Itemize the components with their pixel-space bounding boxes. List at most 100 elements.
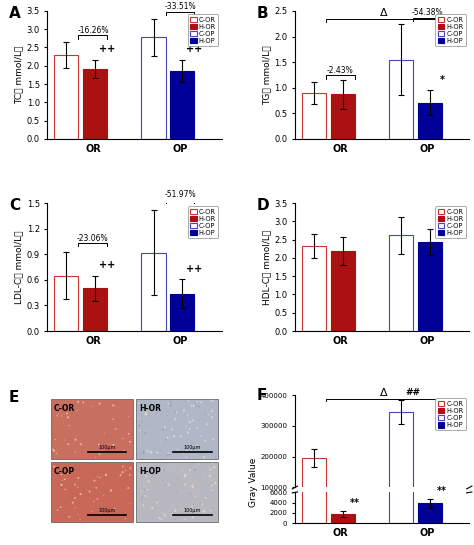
- Point: [61, 435, 69, 444]
- Point: [168, 422, 175, 431]
- Point: [140, 449, 147, 457]
- Text: ++: ++: [186, 45, 202, 55]
- Point: [209, 504, 217, 512]
- Text: E: E: [9, 390, 19, 405]
- Point: [79, 398, 87, 407]
- Point: [143, 472, 150, 481]
- Bar: [302, 458, 326, 518]
- Point: [185, 413, 192, 422]
- Point: [208, 407, 216, 415]
- Point: [161, 511, 168, 520]
- Point: [167, 401, 175, 410]
- Point: [191, 462, 199, 471]
- Point: [54, 506, 62, 514]
- Point: [88, 402, 95, 410]
- Point: [189, 483, 196, 492]
- Point: [89, 509, 96, 518]
- Point: [71, 494, 79, 502]
- Point: [188, 401, 195, 410]
- Point: [189, 513, 197, 522]
- Point: [91, 476, 98, 485]
- Point: [64, 440, 72, 449]
- Text: C-OP: C-OP: [54, 467, 74, 476]
- Point: [83, 422, 91, 431]
- Text: H-OR: H-OR: [139, 404, 161, 413]
- Point: [56, 423, 64, 432]
- Text: ++: ++: [99, 261, 115, 270]
- Point: [64, 430, 72, 439]
- Point: [85, 401, 92, 410]
- Bar: [54, 276, 79, 331]
- Point: [78, 404, 86, 413]
- Point: [162, 481, 170, 489]
- Point: [62, 444, 70, 453]
- Point: [96, 402, 104, 411]
- Y-axis label: LDL-C（ mmol/L）: LDL-C（ mmol/L）: [15, 231, 24, 304]
- Point: [96, 473, 104, 482]
- Point: [83, 452, 91, 461]
- Point: [89, 410, 97, 419]
- Bar: [418, 517, 442, 518]
- Point: [179, 449, 187, 458]
- Point: [181, 515, 188, 524]
- Point: [81, 481, 89, 490]
- Point: [92, 453, 100, 462]
- Point: [181, 480, 189, 489]
- Point: [205, 410, 213, 419]
- Point: [54, 411, 61, 420]
- Point: [72, 435, 79, 444]
- Point: [142, 409, 150, 417]
- Point: [188, 502, 196, 511]
- Point: [64, 413, 72, 422]
- Point: [164, 433, 171, 442]
- Text: Δ: Δ: [380, 389, 388, 398]
- Point: [55, 410, 62, 419]
- Text: ##: ##: [406, 388, 420, 397]
- Point: [179, 506, 186, 514]
- Point: [57, 503, 64, 512]
- Point: [194, 399, 201, 408]
- Point: [138, 493, 146, 502]
- Point: [71, 466, 78, 475]
- Text: -2.43%: -2.43%: [327, 66, 354, 75]
- Point: [64, 424, 71, 433]
- Point: [197, 499, 205, 508]
- Bar: [389, 59, 413, 139]
- Point: [95, 440, 103, 449]
- Point: [165, 480, 173, 489]
- Point: [126, 470, 134, 479]
- Point: [186, 418, 193, 427]
- Point: [198, 450, 206, 459]
- Point: [141, 485, 148, 494]
- Point: [201, 437, 209, 445]
- Point: [180, 406, 188, 415]
- Bar: [302, 93, 326, 139]
- Point: [157, 465, 164, 474]
- Point: [191, 492, 199, 501]
- Point: [122, 466, 129, 475]
- Point: [60, 417, 67, 426]
- Point: [150, 432, 157, 440]
- Point: [186, 489, 193, 498]
- Point: [100, 491, 107, 500]
- Point: [73, 407, 81, 415]
- Point: [170, 432, 178, 441]
- Point: [149, 471, 156, 480]
- Point: [58, 411, 65, 420]
- Point: [193, 423, 201, 432]
- Point: [114, 410, 122, 419]
- Point: [189, 416, 197, 425]
- Point: [52, 435, 59, 444]
- Bar: [389, 0, 413, 523]
- Y-axis label: TG（ mmol/L）: TG（ mmol/L）: [263, 45, 272, 105]
- Bar: [137, 399, 218, 459]
- Point: [63, 510, 70, 518]
- Point: [55, 507, 63, 516]
- Point: [183, 447, 191, 456]
- Text: 100μm: 100μm: [98, 508, 116, 513]
- Point: [167, 398, 174, 407]
- Point: [94, 473, 101, 481]
- Point: [157, 461, 165, 469]
- Point: [201, 453, 208, 462]
- Point: [93, 494, 101, 503]
